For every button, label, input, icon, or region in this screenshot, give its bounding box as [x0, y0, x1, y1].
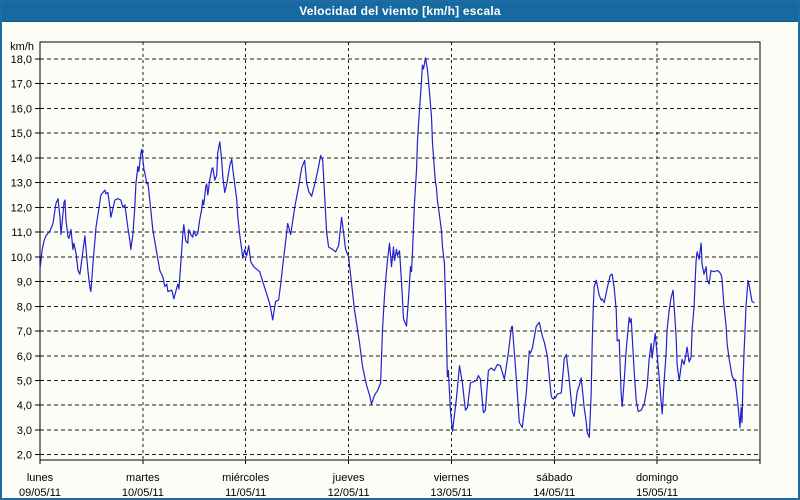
y-tick-label: 10,0 — [11, 252, 32, 264]
day-name-label: martes — [126, 472, 160, 484]
day-name-label: sábado — [536, 472, 572, 484]
day-name-label: domingo — [636, 472, 678, 484]
y-tick-label: 7,0 — [17, 326, 32, 338]
y-tick-label: 4,0 — [17, 400, 32, 412]
y-tick-label: 15,0 — [11, 128, 32, 140]
day-date-label: 15/05/11 — [636, 487, 678, 499]
day-name-label: lunes — [27, 472, 54, 484]
wind-speed-line — [39, 57, 755, 438]
day-date-label: 10/05/11 — [122, 487, 164, 499]
y-tick-label: 9,0 — [17, 277, 32, 289]
day-date-label: 12/05/11 — [328, 487, 370, 499]
day-date-label: 13/05/11 — [430, 487, 472, 499]
day-name-label: miércoles — [222, 472, 270, 484]
chart-title: Velocidad del viento [km/h] escala — [299, 3, 501, 18]
y-tick-label: 3,0 — [17, 425, 32, 437]
y-tick-label: 12,0 — [11, 202, 32, 214]
day-name-label: jueves — [332, 472, 365, 484]
plot-frame — [39, 41, 761, 461]
day-date-label: 14/05/11 — [533, 487, 575, 499]
y-axis-unit-label: km/h — [10, 41, 34, 53]
y-tick-label: 16,0 — [11, 103, 32, 115]
day-name-label: viernes — [434, 472, 470, 484]
y-tick-label: 14,0 — [11, 153, 32, 165]
y-tick-label: 13,0 — [11, 178, 32, 190]
plot-area: km/h 18,0 17,0 16,0 15,0 14,0 13,0 12,0 11,0 10,… — [0, 22, 800, 500]
wind-speed-chart: km/h 18,0 17,0 16,0 15,0 14,0 13,0 12,0 11,0 10,… — [10, 41, 761, 499]
y-tick-label: 11,0 — [11, 227, 32, 239]
day-date-label: 09/05/11 — [19, 487, 61, 499]
y-tick-label: 17,0 — [11, 79, 32, 91]
y-tick-label: 5,0 — [17, 376, 32, 388]
title-bar: Velocidad del viento [km/h] escala — [0, 0, 800, 22]
y-tick-label: 18,0 — [11, 54, 32, 66]
y-tick-label: 6,0 — [17, 351, 32, 363]
day-date-label: 11/05/11 — [225, 487, 266, 499]
y-tick-label: 2,0 — [17, 450, 32, 462]
y-tick-label: 8,0 — [17, 301, 32, 313]
